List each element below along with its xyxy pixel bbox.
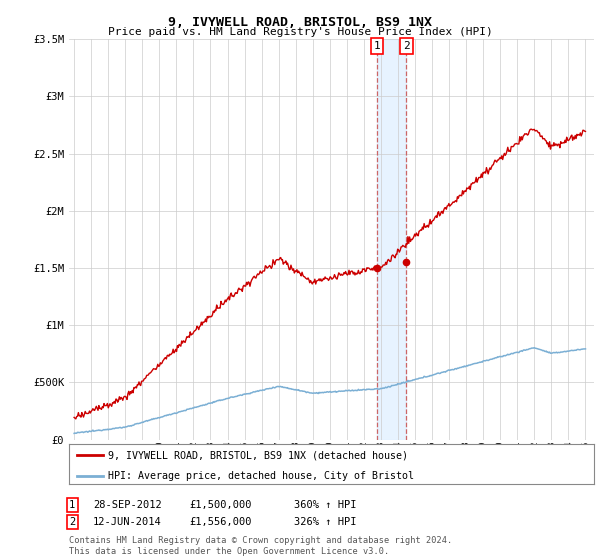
Bar: [377, 39, 406, 440]
Text: 1: 1: [69, 500, 75, 510]
Text: 326% ↑ HPI: 326% ↑ HPI: [294, 517, 356, 527]
Text: 360% ↑ HPI: 360% ↑ HPI: [294, 500, 356, 510]
Text: HPI: Average price, detached house, City of Bristol: HPI: Average price, detached house, City…: [109, 470, 415, 480]
Text: 2: 2: [403, 41, 410, 51]
Text: Contains HM Land Registry data © Crown copyright and database right 2024.
This d: Contains HM Land Registry data © Crown c…: [69, 536, 452, 556]
Text: 2: 2: [69, 517, 75, 527]
Text: 9, IVYWELL ROAD, BRISTOL, BS9 1NX: 9, IVYWELL ROAD, BRISTOL, BS9 1NX: [168, 16, 432, 29]
Text: Price paid vs. HM Land Registry's House Price Index (HPI): Price paid vs. HM Land Registry's House …: [107, 27, 493, 37]
Text: 12-JUN-2014: 12-JUN-2014: [93, 517, 162, 527]
Text: 9, IVYWELL ROAD, BRISTOL, BS9 1NX (detached house): 9, IVYWELL ROAD, BRISTOL, BS9 1NX (detac…: [109, 450, 409, 460]
Text: 1: 1: [373, 41, 380, 51]
Text: £1,556,000: £1,556,000: [189, 517, 251, 527]
Text: £1,500,000: £1,500,000: [189, 500, 251, 510]
Text: 28-SEP-2012: 28-SEP-2012: [93, 500, 162, 510]
